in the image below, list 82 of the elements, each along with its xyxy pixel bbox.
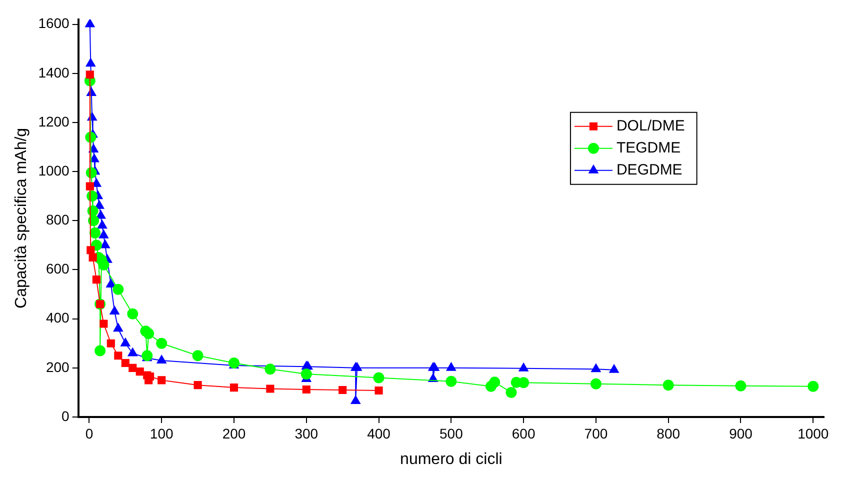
point xyxy=(735,380,746,392)
point xyxy=(373,372,384,384)
point xyxy=(156,355,166,364)
point xyxy=(110,306,120,314)
y-axis-title: Capacità specifica mAh/g xyxy=(13,128,30,308)
y-tick-label: 1600 xyxy=(38,15,70,32)
point xyxy=(446,376,457,387)
point xyxy=(300,368,312,380)
point xyxy=(374,386,383,395)
legend-label: DEGDME xyxy=(616,162,682,179)
point xyxy=(98,230,109,238)
point xyxy=(85,19,95,28)
x-tick-label: 600 xyxy=(512,425,536,442)
point xyxy=(88,253,97,262)
point xyxy=(113,323,123,332)
point xyxy=(158,376,166,384)
x-tick-label: 100 xyxy=(150,425,174,442)
legend-label: TEGDME xyxy=(616,140,681,157)
y-tick-label: 0 xyxy=(62,408,70,424)
x-axis-title: numero di cicli xyxy=(400,450,502,468)
point xyxy=(446,362,456,371)
point xyxy=(97,220,108,229)
point xyxy=(120,338,130,346)
point xyxy=(112,284,124,295)
point xyxy=(506,386,517,398)
point xyxy=(86,70,94,79)
point xyxy=(266,384,274,393)
x-tick-label: 1000 xyxy=(798,425,829,442)
point xyxy=(156,338,168,349)
y-tick-label: 800 xyxy=(46,212,70,228)
point xyxy=(609,364,619,373)
y-tick-label: 1200 xyxy=(38,113,70,130)
y-tick-label: 200 xyxy=(46,358,70,375)
point xyxy=(106,339,115,348)
y-tick-label: 1000 xyxy=(38,162,70,178)
x-tick-label: 900 xyxy=(729,425,753,442)
y-tick-label: 400 xyxy=(46,310,70,326)
point xyxy=(121,358,130,368)
y-tick-label: 1400 xyxy=(38,64,70,80)
point xyxy=(662,380,674,391)
x-tick-label: 800 xyxy=(656,425,680,442)
point xyxy=(192,350,204,362)
legend-label: DOL/DME xyxy=(616,118,685,135)
point xyxy=(100,240,110,248)
point xyxy=(98,259,110,270)
point xyxy=(350,396,360,404)
point xyxy=(264,364,276,375)
point xyxy=(86,246,95,254)
point xyxy=(128,348,138,356)
x-tick-label: 0 xyxy=(85,425,94,442)
x-tick-label: 700 xyxy=(584,425,608,442)
point xyxy=(127,308,138,320)
point xyxy=(194,381,202,390)
point xyxy=(518,377,530,388)
point xyxy=(302,385,310,394)
point xyxy=(94,200,104,209)
point xyxy=(128,364,137,372)
point xyxy=(489,376,500,388)
x-tick-label: 300 xyxy=(294,425,318,442)
x-tick-label: 200 xyxy=(222,425,246,442)
point xyxy=(114,352,122,360)
point xyxy=(143,328,154,340)
point xyxy=(94,345,106,356)
point xyxy=(518,362,528,372)
point xyxy=(86,58,96,67)
point xyxy=(92,276,100,284)
x-tick-label: 400 xyxy=(367,425,391,442)
point xyxy=(136,368,144,376)
point xyxy=(106,278,116,288)
y-tick-label: 600 xyxy=(46,260,70,277)
point xyxy=(88,215,100,226)
point xyxy=(100,320,108,328)
point xyxy=(89,227,100,238)
point xyxy=(338,386,347,394)
point xyxy=(590,378,602,390)
point xyxy=(96,210,106,219)
point xyxy=(89,154,100,162)
point xyxy=(591,364,601,372)
x-tick-label: 500 xyxy=(439,425,464,442)
point xyxy=(86,182,94,190)
point xyxy=(808,380,819,392)
point xyxy=(230,384,238,392)
